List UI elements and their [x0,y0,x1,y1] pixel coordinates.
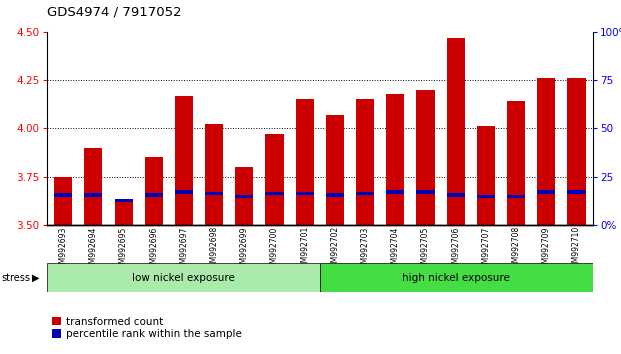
Bar [386,93,404,225]
Bar [326,193,344,197]
Text: stress: stress [2,273,31,282]
Bar [320,263,593,292]
Bar [84,193,102,197]
Bar [205,192,223,195]
Bar [537,190,555,194]
Bar [296,192,314,195]
Bar [114,199,133,202]
Bar [477,195,495,198]
Bar [417,90,435,225]
Bar [265,134,284,225]
Bar [477,126,495,225]
Bar [417,190,435,194]
Text: low nickel exposure: low nickel exposure [132,273,235,282]
Bar [446,38,465,225]
Bar [145,157,163,225]
Bar [446,193,465,197]
Bar [356,192,374,195]
Bar [356,99,374,225]
Bar [537,78,555,225]
Bar [507,195,525,198]
Bar [265,192,284,195]
Bar [114,202,133,225]
Text: ▶: ▶ [32,273,40,282]
Bar [235,195,253,198]
Bar [84,148,102,225]
Legend: transformed count, percentile rank within the sample: transformed count, percentile rank withi… [52,317,242,339]
Bar [507,101,525,225]
Bar [326,115,344,225]
Bar [205,125,223,225]
Bar [145,193,163,197]
Bar [47,263,320,292]
Text: high nickel exposure: high nickel exposure [402,273,510,282]
Bar [175,96,193,225]
Bar [296,99,314,225]
Bar [568,78,586,225]
Bar [386,190,404,194]
Bar [54,177,72,225]
Bar [175,190,193,194]
Bar [235,167,253,225]
Bar [54,193,72,197]
Bar [568,190,586,194]
Text: GDS4974 / 7917052: GDS4974 / 7917052 [47,5,181,18]
